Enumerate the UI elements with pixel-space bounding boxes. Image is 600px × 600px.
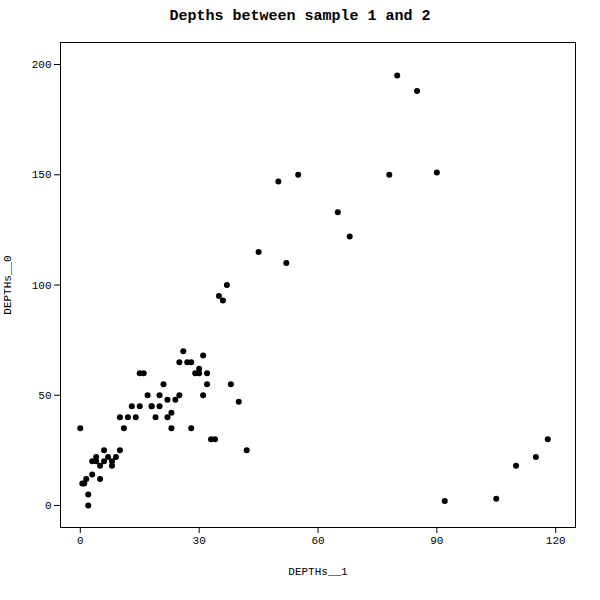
svg-text:120: 120 — [546, 535, 566, 547]
svg-text:200: 200 — [32, 59, 52, 71]
svg-text:50: 50 — [38, 390, 51, 402]
html-text:Depths between sample 1 and 2: Depths between sample 1 and 2 — [169, 8, 431, 25]
svg-text:100: 100 — [32, 280, 52, 292]
svg-text:0: 0 — [45, 500, 52, 512]
svg-text:150: 150 — [32, 169, 52, 181]
svg-text:0: 0 — [77, 535, 84, 547]
svg-text:90: 90 — [430, 535, 443, 547]
svg-text:60: 60 — [311, 535, 324, 547]
svg-text:DEPTHs__0: DEPTHs__0 — [2, 255, 14, 314]
svg-text:30: 30 — [193, 535, 206, 547]
svg-text:DEPTHs__1: DEPTHs__1 — [288, 566, 348, 578]
